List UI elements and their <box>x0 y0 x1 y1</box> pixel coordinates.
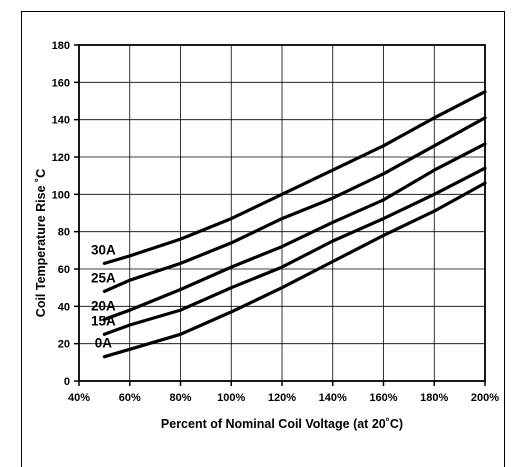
y-tick-label: 160 <box>52 77 70 89</box>
series-label-15a: 15A <box>91 313 116 328</box>
series-label-0a: 0A <box>95 336 113 351</box>
series-line-30a <box>102 90 487 265</box>
series-label-25a: 25A <box>91 270 116 285</box>
series-label-20a: 20A <box>91 298 116 313</box>
y-tick-label: 0 <box>64 376 70 388</box>
y-tick-label: 20 <box>58 339 70 351</box>
x-tick-label: 40% <box>68 392 90 404</box>
x-axis-ticks: 40% 60% 80% 100% 120% 140% 160% 180% 200% <box>68 381 499 404</box>
series-line-0a <box>102 181 487 359</box>
x-tick-label: 60% <box>119 392 141 404</box>
x-tick-label: 200% <box>471 392 499 404</box>
grid-lines <box>79 45 485 381</box>
x-tick-label: 140% <box>319 392 347 404</box>
series-group <box>102 90 487 359</box>
y-tick-label: 80 <box>58 227 70 239</box>
series-label-30a: 30A <box>91 242 116 257</box>
series-line-20a <box>102 142 487 321</box>
x-axis-label: Percent of Nominal Coil Voltage (at 20˚C… <box>161 417 403 431</box>
y-axis-label: Coil Temperature Rise ˚C <box>34 169 48 317</box>
y-tick-label: 120 <box>52 152 70 164</box>
series-line-25a <box>102 116 487 293</box>
x-tick-label: 100% <box>217 392 245 404</box>
y-tick-label: 180 <box>52 40 70 52</box>
series-line-15a <box>102 166 487 336</box>
x-tick-label: 180% <box>420 392 448 404</box>
y-tick-label: 40 <box>58 301 70 313</box>
x-tick-label: 120% <box>268 392 296 404</box>
y-tick-label: 60 <box>58 264 70 276</box>
x-tick-label: 160% <box>369 392 397 404</box>
y-tick-label: 100 <box>52 189 70 201</box>
x-tick-label: 80% <box>169 392 191 404</box>
y-axis-ticks: 0 20 40 60 80 100 120 140 160 180 <box>52 40 79 388</box>
y-tick-label: 140 <box>52 115 70 127</box>
chart-frame <box>21 11 505 467</box>
